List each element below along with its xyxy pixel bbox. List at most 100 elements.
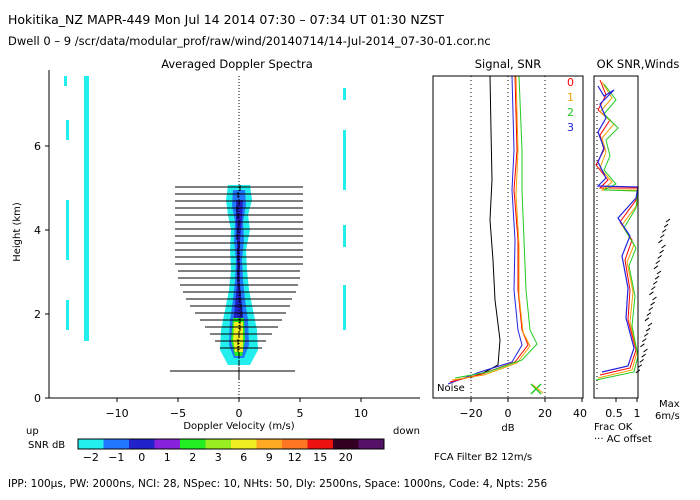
signal-ticks: −20 0 20 40 [459, 398, 587, 420]
wind-barb [654, 275, 660, 280]
colorbar-swatch [129, 439, 155, 449]
wind-barb [650, 286, 656, 291]
max-speed-value: 6m/s [655, 411, 680, 422]
wind-barb [643, 348, 648, 353]
frac-ok-3 [596, 85, 639, 373]
wind-barb [641, 338, 647, 343]
velocity-tick-label: −10 [105, 407, 128, 420]
colorbar-swatch [307, 439, 333, 449]
colorbar-tick-label: 15 [313, 451, 327, 464]
noise-band [64, 76, 67, 86]
colorbar-tick-label: −1 [108, 451, 124, 464]
winds-tick-label: 1 [634, 407, 641, 420]
snr-profile-2 [454, 75, 538, 379]
colorbar-swatch [78, 439, 104, 449]
noise-band [343, 225, 346, 247]
noise-marker [530, 383, 544, 395]
colorbar-tick-label: 9 [266, 451, 273, 464]
snr-profile-0 [449, 75, 529, 383]
wind-barb [661, 228, 667, 233]
wind-barbs [635, 218, 671, 374]
height-tick-label: 4 [34, 224, 41, 237]
velocity-tick-label: 5 [297, 407, 304, 420]
noise-label: Noise [437, 383, 465, 394]
wind-barb [649, 291, 654, 296]
up-label: up [26, 426, 39, 437]
winds-tick-label: 0.5 [605, 407, 623, 420]
wind-barb [643, 332, 649, 337]
colorbar-tick-label: 3 [215, 451, 222, 464]
wind-barb [653, 265, 659, 270]
colorbar-tick-label: 2 [189, 451, 196, 464]
signal-axis-label: dB [501, 423, 514, 434]
colorbar-tick-label: 20 [339, 451, 353, 464]
colorbar-tick-label: 12 [288, 451, 302, 464]
signal-tick-label: 0 [505, 407, 512, 420]
frac-ok-label: Frac OK [594, 422, 633, 433]
colorbar-tick-label: 6 [240, 451, 247, 464]
colorbar-swatch [205, 439, 231, 449]
wind-barb [657, 254, 663, 259]
wind-barb [665, 218, 671, 223]
wind-barb [646, 312, 652, 317]
wind-barb [652, 296, 657, 301]
legend-item-2: 2 [567, 106, 574, 119]
noise-profile [469, 75, 501, 379]
winds-ticks: 0.5 1 [605, 398, 641, 420]
wind-barb [645, 327, 651, 332]
colorbar-swatch [333, 439, 359, 449]
wind-barb [656, 270, 662, 275]
mean-velocity-markers [236, 185, 242, 380]
legend-item-0: 0 [567, 76, 574, 89]
signal-plot-area [447, 75, 546, 398]
height-tick-label: 0 [34, 392, 41, 405]
colorbar-swatch [103, 439, 129, 449]
winds-plot-area [595, 79, 671, 390]
colorbar-swatch [231, 439, 257, 449]
colorbar-swatch [358, 439, 384, 449]
velocity-ticks: −10 −5 0 5 10 [105, 398, 368, 420]
wind-barb [661, 244, 666, 249]
snr-profile-3 [447, 75, 523, 385]
ac-offset-label: ··· AC offset [594, 434, 652, 445]
signal-tick-label: −20 [459, 407, 482, 420]
wind-barb [650, 301, 655, 306]
spectra-plot-area [64, 76, 346, 398]
wind-barb [663, 223, 669, 228]
height-axis-label: Height (km) [12, 202, 23, 262]
wind-barb [641, 353, 646, 358]
noise-band [66, 200, 69, 260]
colorbar-tick-label: 1 [164, 451, 171, 464]
velocity-tick-label: 0 [236, 407, 243, 420]
noise-band [66, 300, 69, 330]
wind-barb [652, 280, 658, 285]
colorbar-tick-label: −2 [83, 451, 99, 464]
colorbar-tick-label: 0 [138, 451, 145, 464]
wind-barb [659, 234, 665, 239]
noise-band [343, 130, 346, 190]
down-label: down [393, 426, 420, 437]
wind-barb [647, 322, 653, 327]
wind-barb [639, 358, 645, 363]
height-tick-label: 6 [34, 140, 41, 153]
colorbar-frame [77, 438, 385, 450]
legend-item-1: 1 [567, 91, 574, 104]
spectra-title: Averaged Doppler Spectra [161, 57, 313, 71]
filter-label: FCA Filter B2 12m/s [434, 452, 532, 463]
wind-barb [640, 343, 645, 348]
snr-colorbar: −2 −1 0 1 2 3 6 9 12 15 20 [77, 438, 385, 464]
signal-tick-label: 40 [573, 407, 587, 420]
colorbar-swatch [282, 439, 308, 449]
colorbar-swatch [154, 439, 180, 449]
noise-band [84, 76, 89, 341]
noise-band [343, 88, 346, 100]
height-ticks: 0 2 4 6 [34, 140, 49, 405]
header-dwell-path: Dwell 0 – 9 /scr/data/modular_prof/raw/w… [8, 34, 491, 48]
velocity-tick-label: 10 [354, 407, 368, 420]
spectral-width-bars [170, 186, 303, 372]
winds-legend: 0 1 2 3 [567, 76, 574, 134]
noise-band [66, 120, 69, 140]
height-tick-label: 2 [34, 308, 41, 321]
wind-barb [658, 239, 663, 244]
